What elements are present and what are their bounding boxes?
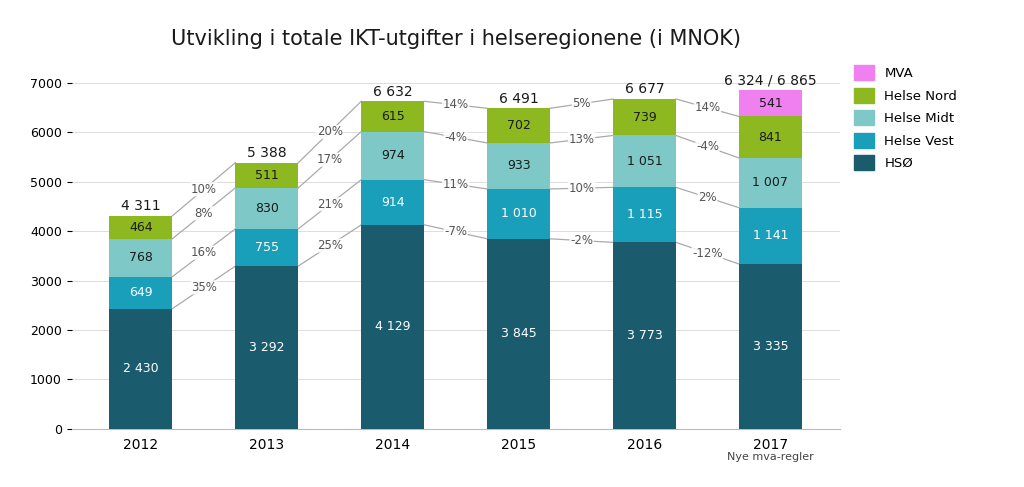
Text: 5%: 5% [572,97,591,110]
Text: 1 051: 1 051 [627,155,663,168]
Text: 755: 755 [255,241,279,254]
Bar [739,90,802,116]
Text: 16%: 16% [190,246,217,259]
Text: 649: 649 [129,286,153,299]
Text: 702: 702 [507,119,530,132]
Bar [110,216,172,239]
Text: 2%: 2% [698,191,717,204]
Text: 20%: 20% [316,126,343,138]
Text: -4%: -4% [696,140,719,153]
Text: 3 335: 3 335 [753,340,788,353]
Text: 25%: 25% [316,239,343,252]
Text: Nye mva-regler: Nye mva-regler [727,452,814,462]
Text: 21%: 21% [316,198,343,211]
Text: 1 141: 1 141 [753,229,788,243]
Text: 830: 830 [255,202,279,215]
Text: 615: 615 [381,110,404,123]
Bar [613,99,676,135]
Bar [361,180,424,225]
Text: -7%: -7% [444,225,467,238]
Text: -2%: -2% [570,234,593,247]
Text: 11%: 11% [442,178,469,191]
Text: 6 324 / 6 865: 6 324 / 6 865 [724,73,817,87]
Bar [236,188,298,229]
Text: 35%: 35% [190,281,217,294]
Bar [487,108,550,143]
Bar [487,189,550,239]
Bar [110,239,172,277]
Text: 511: 511 [255,169,279,182]
Bar [236,163,298,188]
Text: 14%: 14% [694,101,721,114]
Title: Utvikling i totale IKT-utgifter i helseregionene (i MNOK): Utvikling i totale IKT-utgifter i helser… [171,29,740,49]
Bar [110,309,172,429]
Text: 974: 974 [381,149,404,162]
Text: 13%: 13% [568,132,595,146]
Text: 3 292: 3 292 [249,341,285,354]
Text: 464: 464 [129,221,153,234]
Text: 6 677: 6 677 [625,82,665,96]
Text: 6 491: 6 491 [499,92,539,106]
Text: 3 773: 3 773 [627,329,663,342]
Bar [739,116,802,158]
Text: 933: 933 [507,159,530,172]
Text: 10%: 10% [568,182,595,195]
Text: -4%: -4% [444,131,467,144]
Text: 739: 739 [633,111,656,124]
Text: 768: 768 [129,251,153,264]
Text: 1 010: 1 010 [501,207,537,221]
Bar [739,264,802,429]
Text: 4 129: 4 129 [375,320,411,333]
Text: 914: 914 [381,196,404,209]
Legend: MVA, Helse Nord, Helse Midt, Helse Vest, HSØ: MVA, Helse Nord, Helse Midt, Helse Vest,… [854,65,957,170]
Bar [613,135,676,187]
Text: 8%: 8% [195,207,213,220]
Bar [613,187,676,243]
Bar [739,207,802,264]
Bar [361,131,424,180]
Text: 4 311: 4 311 [121,199,161,213]
Text: 14%: 14% [442,98,469,111]
Text: 1 007: 1 007 [753,176,788,189]
Bar [361,225,424,429]
Text: 1 115: 1 115 [627,208,663,222]
Text: 3 845: 3 845 [501,327,537,340]
Bar [361,101,424,131]
Text: -12%: -12% [692,247,723,260]
Bar [236,229,298,266]
Bar [613,243,676,429]
Bar [236,266,298,429]
Text: 541: 541 [759,96,782,110]
Bar [739,158,802,207]
Text: 10%: 10% [190,183,217,196]
Text: 5 388: 5 388 [247,146,287,160]
Text: 17%: 17% [316,153,343,166]
Text: 841: 841 [759,131,782,144]
Bar [487,143,550,189]
Bar [487,239,550,429]
Text: 2 430: 2 430 [123,362,159,375]
Text: 6 632: 6 632 [373,85,413,98]
Bar [110,277,172,309]
